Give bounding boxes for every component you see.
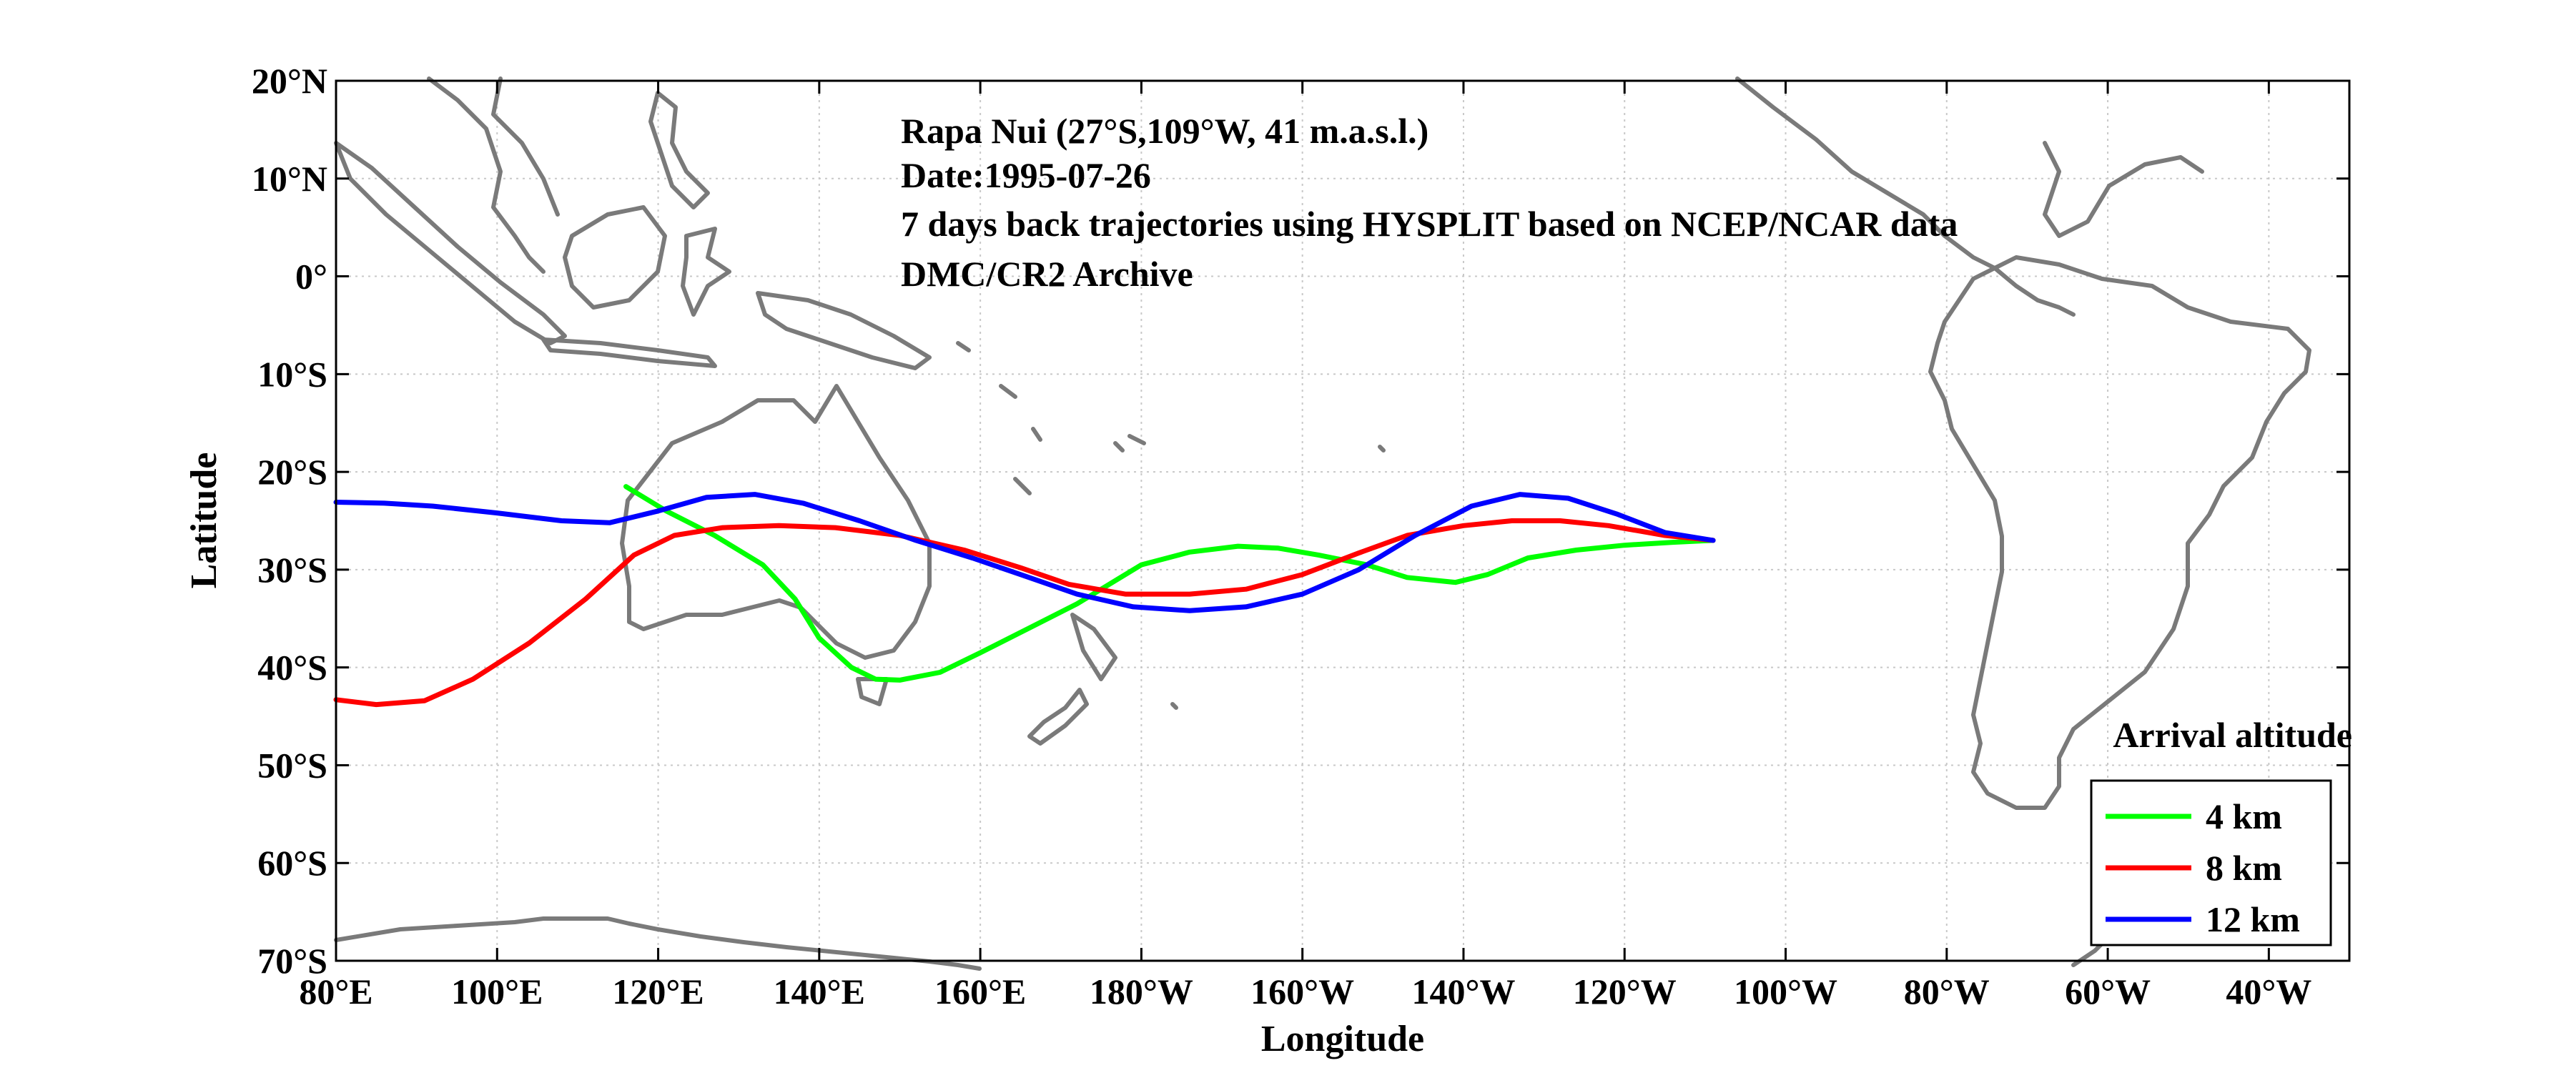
axis-ticks: 80°E 100°E 120°E 140°E 160°E 180°W 160°W 140°W 1… [252,61,2349,1012]
trajectory-8-km [333,518,1716,708]
annotation-line-3: 7 days back trajectories using HYSPLIT b… [901,204,1958,244]
coastline-sumatra [334,141,567,345]
y-tick-label: 30°S [257,550,327,590]
coastline-philippines [648,91,710,209]
legend-title: Arrival altitude [2113,715,2352,755]
coastline-new-zealand-north [1070,613,1117,681]
y-tick-label: 40°S [257,648,327,688]
legend-entries: 4 km 8 km 12 km [2106,796,2300,939]
y-tick-label: 0° [295,257,327,297]
x-tick-label: 80°E [299,971,372,1012]
y-tick-label: 20°N [252,61,327,101]
coastline-north-america [1735,76,2204,317]
coastline-tasmania [856,677,889,706]
legend-label-8-km: 8 km [2206,848,2282,888]
annotation-line-2: Date:1995-07-26 [901,155,1151,195]
coastline-borneo [563,205,667,310]
x-tick-label: 60°W [2065,971,2151,1012]
legend-label-4-km: 4 km [2206,796,2282,836]
trajectories [333,484,1716,708]
x-tick-label: 160°E [934,971,1026,1012]
annotation-line-4: DMC/CR2 Archive [901,254,1193,294]
coastline-sulawesi [681,227,731,317]
y-tick-label: 20°S [257,452,327,492]
legend-label-12-km: 12 km [2206,899,2300,939]
coastline-java [541,337,717,368]
annotation-block: Rapa Nui (27°S,109°W, 41 m.a.s.l.) Date:… [901,111,1958,294]
y-tick-label: 70°S [257,941,327,981]
plot-frame [335,79,2351,962]
annotation-line-1: Rapa Nui (27°S,109°W, 41 m.a.s.l.) [901,111,1428,151]
trajectory-12-km [333,492,1716,613]
legend: Arrival altitude 4 km 8 km 12 km [2090,715,2352,946]
x-tick-label: 180°W [1090,971,1193,1012]
x-tick-label: 140°W [1411,971,1515,1012]
x-tick-label: 100°W [1734,971,1837,1012]
y-tick-label: 10°N [252,159,327,199]
coastline-australia [620,384,932,660]
y-tick-label: 60°S [257,843,327,883]
x-tick-label: 100°E [451,971,543,1012]
coastline-indochina [427,76,560,274]
y-tick-label: 10°S [257,354,327,394]
coastline-new-zealand-south [1027,688,1089,746]
coastline-pacific-islands [956,341,1386,710]
x-tick-label: 120°W [1573,971,1677,1012]
trajectory-4-km [623,484,1716,683]
coastline-antarctica [334,916,982,971]
x-tick-label: 80°W [1904,971,1990,1012]
y-axis-label: Latitude [184,453,224,589]
x-axis-label: Longitude [1261,1019,1424,1059]
x-tick-label: 160°W [1250,971,1354,1012]
coastline-new-guinea [756,291,932,370]
x-tick-label: 140°E [774,971,865,1012]
y-tick-label: 50°S [257,745,327,785]
x-tick-label: 40°W [2226,971,2311,1012]
coastline-south-america [1928,255,2311,810]
x-tick-label: 120°E [612,971,704,1012]
